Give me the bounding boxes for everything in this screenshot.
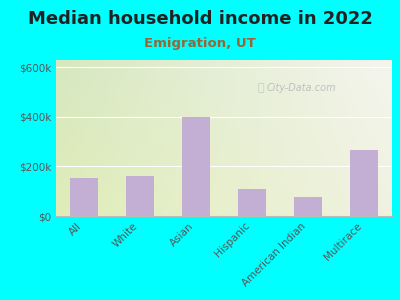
Text: Median household income in 2022: Median household income in 2022 (28, 11, 372, 28)
Bar (182, 117, 210, 216)
Bar (70, 178, 98, 216)
Bar (126, 176, 154, 216)
Text: Emigration, UT: Emigration, UT (144, 38, 256, 50)
Text: ⓘ: ⓘ (258, 83, 264, 93)
Bar (238, 189, 266, 216)
Bar (350, 150, 378, 216)
Bar (294, 197, 322, 216)
Text: City-Data.com: City-Data.com (266, 83, 336, 93)
